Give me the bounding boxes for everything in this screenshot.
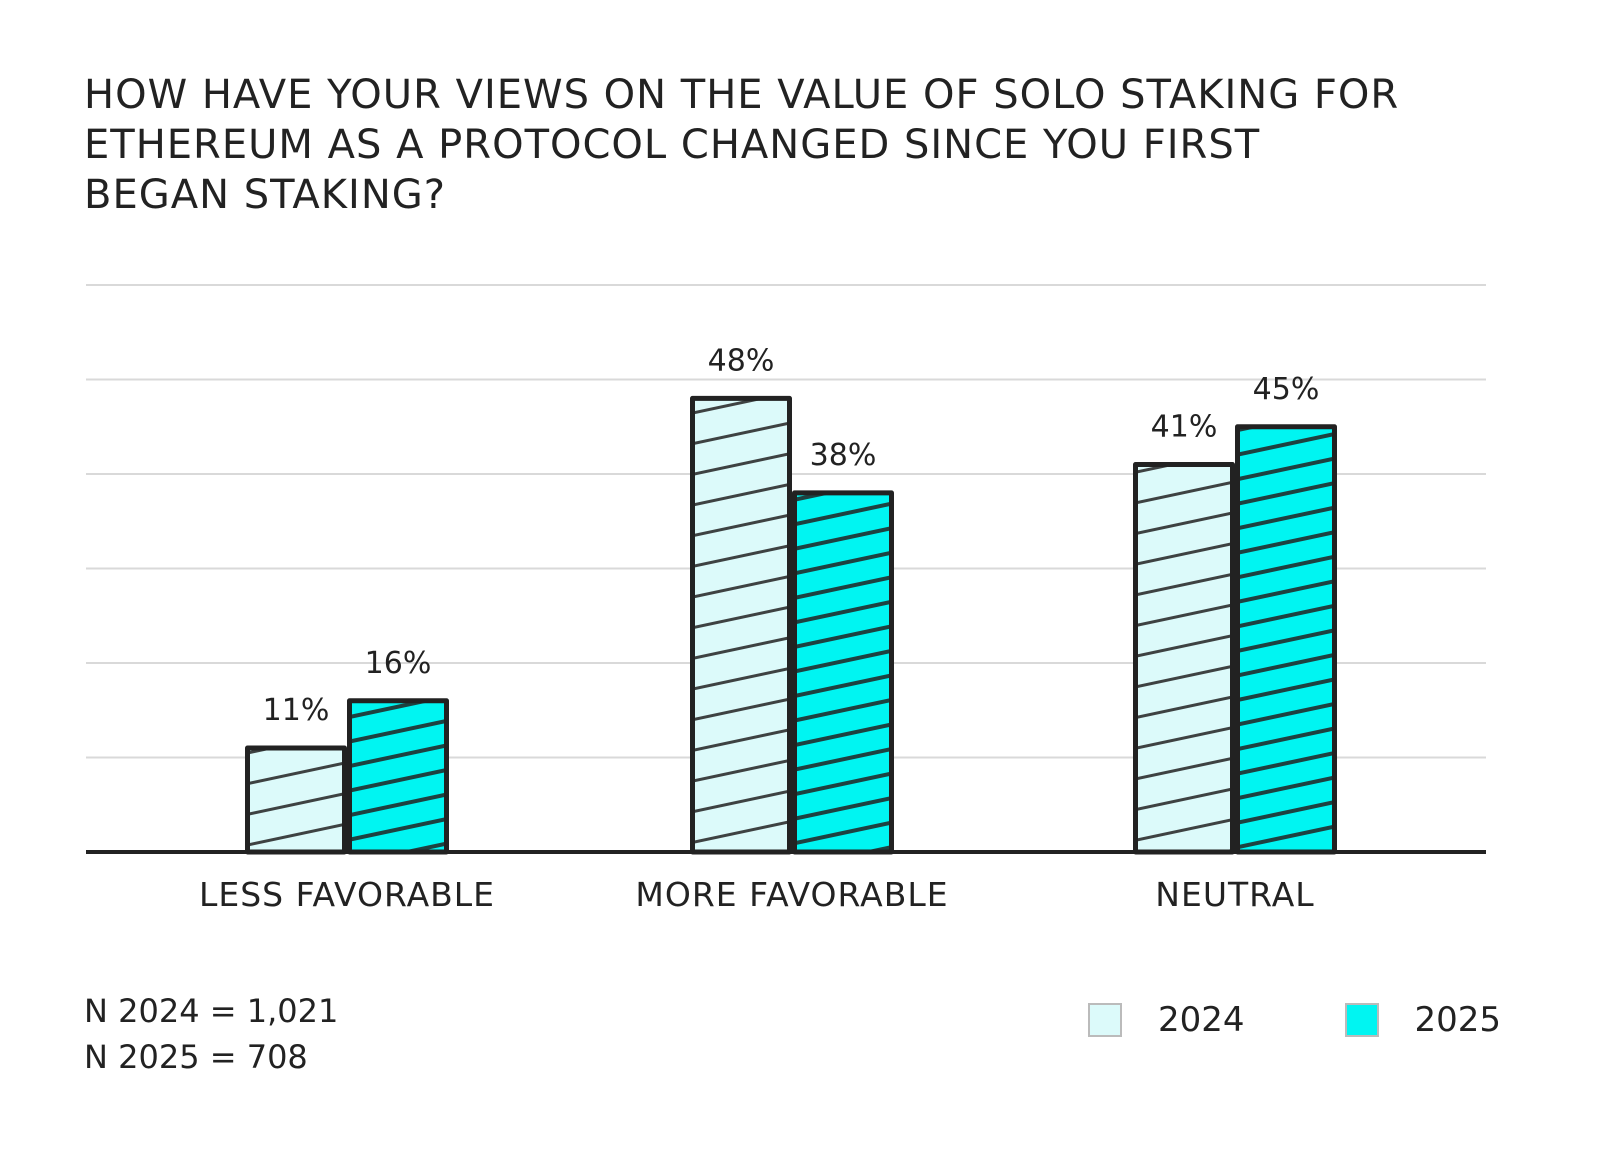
legend-swatch-2024 <box>1088 1003 1122 1037</box>
x-tick-label: LESS FAVORABLE <box>199 875 495 914</box>
chart-title-line-3: BEGAN STAKING? <box>84 172 446 218</box>
data-label-more-favorable-2024: 48% <box>708 343 775 378</box>
data-label-less-favorable-2024: 11% <box>263 693 330 728</box>
legend-label-2025: 2025 <box>1414 1000 1502 1040</box>
value-labels: 11% 16% 48% 38% 41% 45% <box>263 343 1320 728</box>
data-label-neutral-2025: 45% <box>1253 372 1320 407</box>
sample-size-2025: N 2025 = 708 <box>84 1038 308 1076</box>
legend: 2024 2025 <box>1088 1000 1501 1040</box>
bars <box>245 395 1337 855</box>
legend-item-2025: 2025 <box>1344 1000 1502 1040</box>
data-label-less-favorable-2025: 16% <box>365 646 432 681</box>
x-tick-label: MORE FAVORABLE <box>635 875 948 914</box>
bar-more-favorable-2024 <box>690 395 792 855</box>
data-label-neutral-2024: 41% <box>1151 410 1218 445</box>
chart-title-line-1: HOW HAVE YOUR VIEWS ON THE VALUE OF SOLO… <box>84 72 1400 118</box>
bar-less-favorable-2025 <box>347 698 449 855</box>
legend-swatch-2025 <box>1344 1003 1379 1037</box>
chart-title-line-2: ETHEREUM AS A PROTOCOL CHANGED SINCE YOU… <box>84 122 1261 168</box>
data-label-more-favorable-2025: 38% <box>810 438 877 473</box>
bar-more-favorable-2025 <box>792 490 894 855</box>
bar-less-favorable-2024 <box>245 745 347 855</box>
sample-size-notes: N 2024 = 1,021 N 2025 = 708 <box>84 988 338 1080</box>
legend-item-2024: 2024 <box>1088 1000 1245 1040</box>
chart-title: HOW HAVE YOUR VIEWS ON THE VALUE OF SOLO… <box>84 70 1484 220</box>
x-axis: LESS FAVORABLE MORE FAVORABLE NEUTRAL <box>86 850 1486 914</box>
x-tick-label: NEUTRAL <box>1155 875 1314 914</box>
legend-label-2024: 2024 <box>1158 1000 1245 1040</box>
bar-neutral-2024 <box>1133 462 1235 855</box>
bar-chart: 11% 16% 48% 38% 41% 45% LESS FAVORABLE MORE FA… <box>86 284 1486 914</box>
sample-size-2024: N 2024 = 1,021 <box>84 992 339 1030</box>
bar-neutral-2025 <box>1235 424 1337 855</box>
